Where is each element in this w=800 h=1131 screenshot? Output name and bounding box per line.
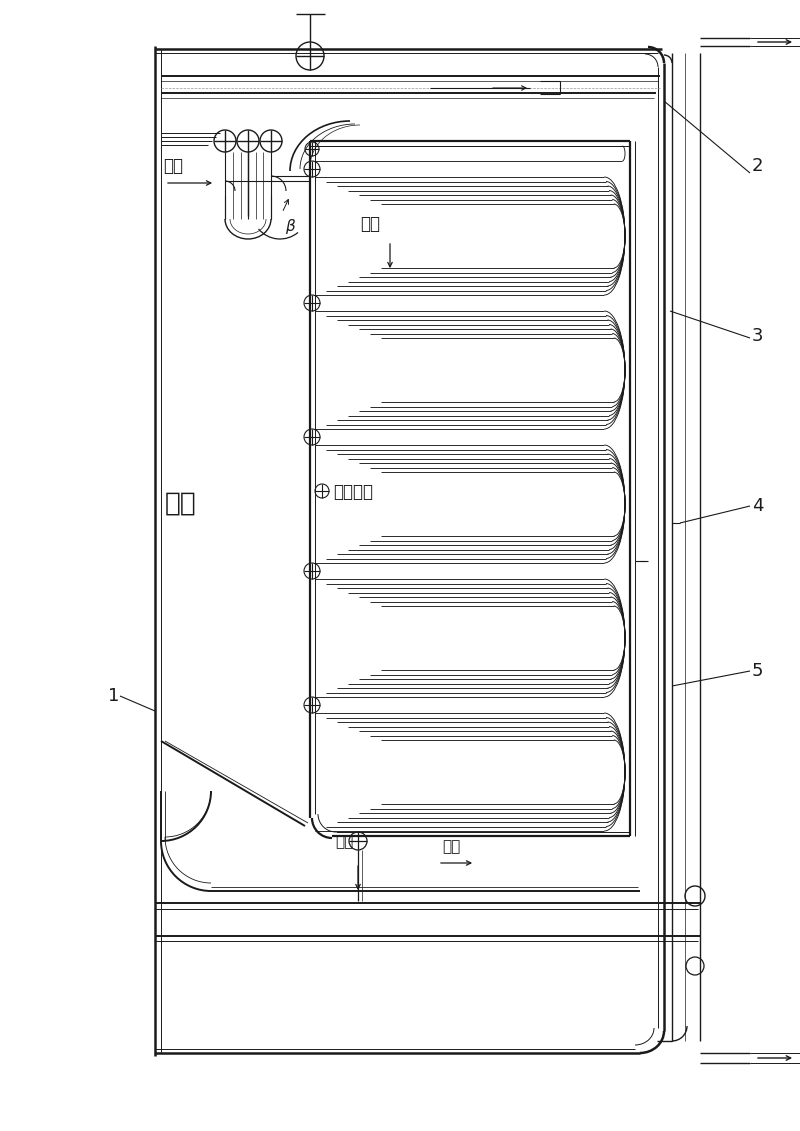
Text: 烟气: 烟气 [163, 157, 183, 175]
Text: 1: 1 [108, 687, 119, 705]
Text: 5: 5 [752, 662, 763, 680]
Text: 3: 3 [752, 327, 763, 345]
Text: 炉腸: 炉腸 [165, 491, 197, 517]
Text: 烟气: 烟气 [335, 834, 354, 849]
Text: 4: 4 [752, 497, 763, 515]
Text: β: β [285, 219, 294, 234]
Text: 2: 2 [752, 157, 763, 175]
Text: 烟气: 烟气 [442, 839, 460, 854]
Text: 对流烟道: 对流烟道 [333, 483, 373, 501]
Text: 烟气: 烟气 [360, 215, 380, 233]
